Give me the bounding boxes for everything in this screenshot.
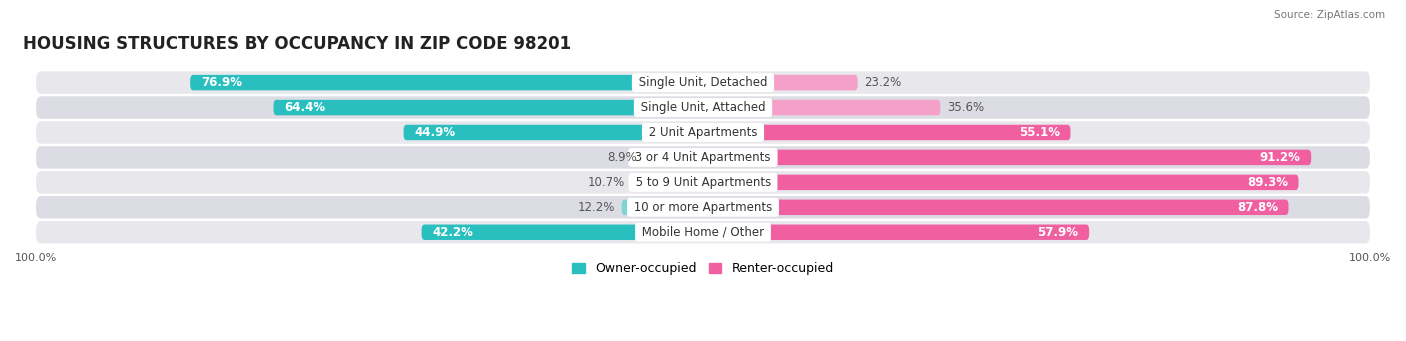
Text: Single Unit, Detached: Single Unit, Detached	[636, 76, 770, 89]
FancyBboxPatch shape	[404, 125, 703, 140]
Text: 57.9%: 57.9%	[1038, 226, 1078, 239]
FancyBboxPatch shape	[37, 96, 1369, 119]
Text: 10.7%: 10.7%	[588, 176, 626, 189]
Text: 44.9%: 44.9%	[415, 126, 456, 139]
Text: HOUSING STRUCTURES BY OCCUPANCY IN ZIP CODE 98201: HOUSING STRUCTURES BY OCCUPANCY IN ZIP C…	[22, 35, 571, 53]
FancyBboxPatch shape	[37, 221, 1369, 243]
FancyBboxPatch shape	[37, 171, 1369, 194]
Text: 55.1%: 55.1%	[1019, 126, 1060, 139]
Text: 5 to 9 Unit Apartments: 5 to 9 Unit Apartments	[631, 176, 775, 189]
Text: 64.4%: 64.4%	[284, 101, 325, 114]
FancyBboxPatch shape	[703, 100, 941, 115]
FancyBboxPatch shape	[703, 75, 858, 90]
Text: 2 Unit Apartments: 2 Unit Apartments	[645, 126, 761, 139]
Text: 89.3%: 89.3%	[1247, 176, 1288, 189]
FancyBboxPatch shape	[703, 224, 1090, 240]
FancyBboxPatch shape	[37, 146, 1369, 169]
Text: 76.9%: 76.9%	[201, 76, 242, 89]
Text: 10 or more Apartments: 10 or more Apartments	[630, 201, 776, 214]
FancyBboxPatch shape	[644, 150, 703, 165]
Text: 23.2%: 23.2%	[865, 76, 901, 89]
Text: 8.9%: 8.9%	[607, 151, 637, 164]
Text: 42.2%: 42.2%	[432, 226, 474, 239]
FancyBboxPatch shape	[621, 199, 703, 215]
FancyBboxPatch shape	[37, 71, 1369, 94]
FancyBboxPatch shape	[274, 100, 703, 115]
FancyBboxPatch shape	[37, 196, 1369, 219]
FancyBboxPatch shape	[703, 125, 1070, 140]
Text: 12.2%: 12.2%	[578, 201, 614, 214]
FancyBboxPatch shape	[422, 224, 703, 240]
FancyBboxPatch shape	[703, 150, 1312, 165]
Text: 91.2%: 91.2%	[1260, 151, 1301, 164]
Text: 3 or 4 Unit Apartments: 3 or 4 Unit Apartments	[631, 151, 775, 164]
Text: Single Unit, Attached: Single Unit, Attached	[637, 101, 769, 114]
FancyBboxPatch shape	[703, 175, 1299, 190]
Text: 87.8%: 87.8%	[1237, 201, 1278, 214]
Legend: Owner-occupied, Renter-occupied: Owner-occupied, Renter-occupied	[568, 257, 838, 280]
Text: Source: ZipAtlas.com: Source: ZipAtlas.com	[1274, 10, 1385, 20]
Text: 35.6%: 35.6%	[948, 101, 984, 114]
FancyBboxPatch shape	[631, 175, 703, 190]
FancyBboxPatch shape	[703, 199, 1288, 215]
FancyBboxPatch shape	[190, 75, 703, 90]
Text: Mobile Home / Other: Mobile Home / Other	[638, 226, 768, 239]
FancyBboxPatch shape	[37, 121, 1369, 144]
